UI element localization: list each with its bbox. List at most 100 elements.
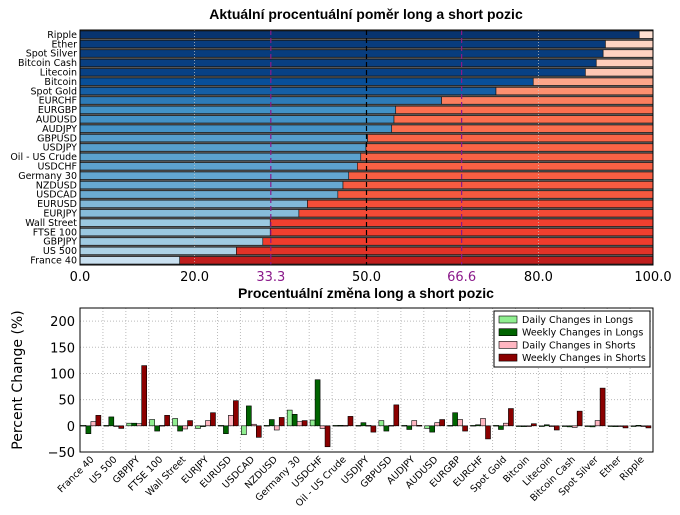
y-tick-label: 150 — [50, 341, 75, 356]
y-tick-label: 50 — [58, 394, 75, 409]
category-label: GBPJPY — [43, 237, 77, 248]
long-bar — [79, 77, 534, 86]
long-bar — [79, 162, 358, 171]
change-bar — [447, 424, 453, 427]
long-bar — [79, 228, 271, 237]
change-bar — [233, 400, 239, 427]
short-bar — [307, 199, 654, 208]
change-bar — [388, 424, 395, 427]
change-bar — [383, 425, 390, 432]
category-label: US 500 — [43, 246, 77, 257]
long-bar — [79, 246, 237, 255]
short-bar — [342, 181, 654, 190]
change-bar — [521, 425, 527, 427]
change-bar — [622, 425, 629, 429]
change-bar — [80, 424, 87, 427]
long-bar — [79, 87, 497, 96]
change-bar — [355, 424, 362, 427]
change-bar — [640, 425, 647, 427]
change-bar — [439, 419, 445, 427]
change-bar — [177, 425, 183, 432]
short-bar — [179, 256, 654, 265]
short-bar — [367, 134, 654, 143]
y-tick-label: 200 — [50, 315, 75, 330]
change-bar — [131, 422, 138, 427]
short-bar — [337, 190, 654, 199]
change-bar — [589, 425, 596, 428]
change-bar — [319, 425, 326, 429]
change-bar — [429, 425, 435, 433]
long-bar — [79, 40, 606, 49]
change-bar — [256, 425, 262, 438]
category-label: Spot Silver — [26, 49, 77, 60]
short-bar — [532, 77, 654, 86]
category-label: AUDJPY — [42, 124, 77, 135]
legend-label: Daily Changes in Longs — [522, 315, 633, 326]
change-bar — [645, 425, 652, 429]
change-bar — [566, 425, 573, 428]
change-bar — [599, 387, 606, 427]
change-bar — [108, 416, 115, 427]
plot-frame — [79, 29, 654, 266]
long-bar — [79, 124, 393, 133]
category-label: USDJPY — [43, 143, 78, 154]
short-bar — [391, 124, 654, 133]
change-bar — [205, 420, 211, 427]
category-label: AUDUSD — [36, 115, 77, 126]
short-bar — [602, 49, 654, 58]
change-bar — [360, 422, 367, 427]
change-bar — [241, 425, 247, 436]
change-bar — [434, 422, 440, 427]
legend-swatch — [498, 328, 518, 337]
change-bar — [286, 409, 293, 427]
short-bar — [605, 40, 654, 49]
category-label: Bitcoin Cash — [18, 58, 77, 69]
change-bar — [268, 419, 275, 427]
category-label: EURCHF — [39, 96, 77, 107]
change-bar — [223, 425, 229, 434]
change-bar — [301, 420, 308, 427]
change-bar — [126, 422, 133, 427]
long-bar — [79, 209, 300, 218]
change-bar — [278, 417, 285, 427]
category-label: EURUSD — [37, 199, 77, 210]
y-axis-label: Percent Change (%) — [10, 310, 26, 449]
category-label: GBPUSD — [37, 133, 77, 144]
x-tick-label: 50.0 — [352, 270, 381, 285]
y-tick-label: 0 — [67, 420, 75, 435]
change-bar — [154, 425, 160, 432]
change-bar — [539, 425, 545, 427]
long-bar — [79, 171, 350, 180]
change-bar — [90, 421, 97, 427]
change-bar — [561, 425, 568, 427]
change-bar — [378, 420, 385, 427]
change-bar — [113, 425, 120, 427]
long-bar — [79, 49, 604, 58]
change-bar — [291, 413, 298, 427]
change-bar — [470, 424, 476, 427]
short-bar — [262, 237, 654, 246]
change-bar — [475, 424, 481, 427]
change-bar — [401, 424, 408, 427]
x-tick-label: 80.0 — [524, 270, 553, 285]
short-bar — [360, 152, 654, 161]
change-bar — [493, 424, 499, 427]
change-bar — [607, 425, 614, 427]
change-bar — [365, 424, 372, 427]
change-bar — [309, 419, 316, 427]
short-bar — [441, 96, 654, 105]
short-bar — [357, 162, 654, 171]
change-bar — [571, 425, 578, 428]
change-bar — [612, 425, 619, 427]
change-bar — [424, 425, 430, 429]
long-bar — [79, 237, 264, 246]
change-bar — [480, 418, 486, 427]
change-bar — [246, 405, 252, 427]
long-bar — [79, 68, 586, 77]
long-bar — [79, 96, 442, 105]
short-bar — [393, 115, 654, 124]
category-label: Spot Gold — [31, 86, 77, 97]
x-tick-label: 0.0 — [70, 270, 91, 285]
